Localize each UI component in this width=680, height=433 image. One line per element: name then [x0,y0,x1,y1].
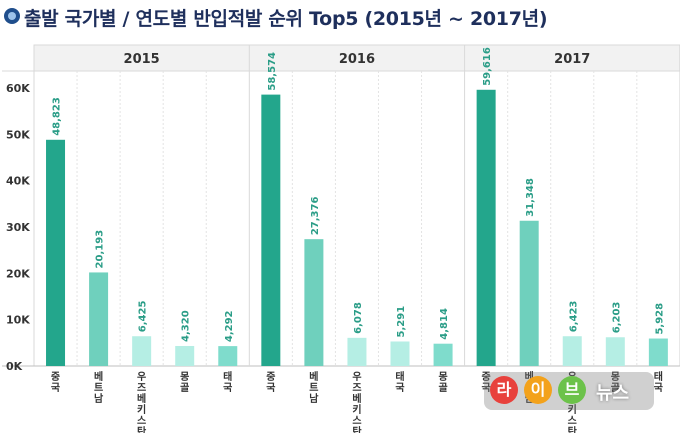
panel-year-label: 2016 [339,52,375,67]
bar-value-label: 4,320 [181,310,192,342]
bar [175,345,195,366]
bar-value-label: 5,291 [396,306,407,338]
bar [605,337,625,366]
watermark-circle-1: 라 [490,376,518,404]
bar [648,338,668,366]
y-tick-label: 20K [6,267,30,280]
news-watermark: 라 이 브 뉴스 [484,372,654,410]
panel-year-label: 2017 [554,52,590,67]
bar [261,94,281,367]
bar [132,336,152,366]
bar [46,139,66,366]
bar [476,89,496,366]
bar-value-label: 27,376 [310,197,321,236]
bar [218,346,238,366]
bar [519,220,539,366]
bar-value-label: 20,193 [95,230,106,269]
chart-title: 출발 국가별 / 연도별 반입적발 순위 Top5 (2015년 ~ 2017년… [24,8,548,30]
y-tick-label: 50K [6,128,30,141]
panel-year-label: 2015 [124,52,160,67]
bar-value-label: 4,292 [224,310,235,342]
watermark-circle-3: 브 [558,376,586,404]
bar-value-label: 58,574 [267,52,278,91]
panel-2015: 2015 48,823 중 국 20,193 베 트 남 6,425 우 즈 베 키 스 탄 4,320 몽 골 4… [46,52,238,433]
title-bullet-icon [4,8,20,24]
y-tick-label: 40K [6,175,30,188]
bar [304,239,324,366]
panel-2016: 2016 58,574 중 국 27,376 베 트 남 6,078 우 즈 베 키 스 탄 5,291 태 국 4… [248,45,453,433]
y-tick-label: 60K [6,82,30,95]
y-tick-label: 30K [6,221,30,234]
title-bar: 출발 국가별 / 연도별 반입적발 순위 Top5 (2015년 ~ 2017년… [0,0,680,34]
bar-value-label: 6,203 [611,302,622,334]
bar [433,343,453,366]
bar [562,336,582,366]
bar [390,341,410,366]
bar-value-label: 6,078 [353,302,364,334]
bar-value-label: 4,814 [439,308,450,340]
bar-value-label: 31,348 [525,178,536,217]
watermark-circle-2: 이 [524,376,552,404]
year-header-strip [33,44,680,72]
watermark-text: 뉴스 [596,383,630,404]
bar [89,272,109,366]
bar-value-label: 6,425 [138,301,149,333]
bar-value-label: 6,423 [568,301,579,333]
bar-value-label: 5,928 [654,303,665,335]
bar-value-label: 48,823 [52,97,63,136]
bar-value-label: 59,616 [482,47,493,86]
y-tick-label: 10K [6,314,30,327]
bar [347,337,367,366]
y-tick-label: 0K [6,360,23,373]
